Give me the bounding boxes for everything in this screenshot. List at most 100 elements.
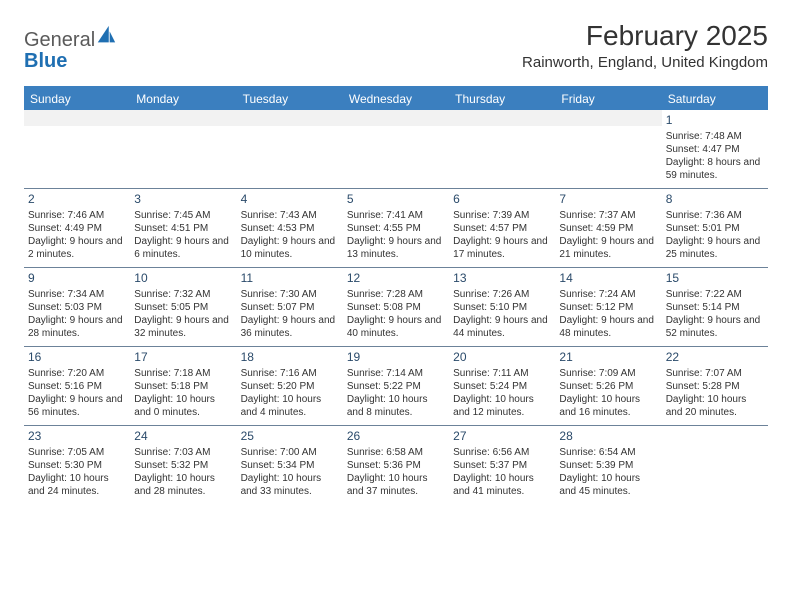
- sunrise-text: Sunrise: 7:03 AM: [134, 446, 232, 459]
- sunrise-text: Sunrise: 7:32 AM: [134, 288, 232, 301]
- empty-cell: [343, 110, 449, 188]
- dow-label: Saturday: [662, 88, 768, 110]
- dow-label: Tuesday: [237, 88, 343, 110]
- day-number: 19: [347, 350, 445, 366]
- sunset-text: Sunset: 5:36 PM: [347, 459, 445, 472]
- day-cell: 21Sunrise: 7:09 AMSunset: 5:26 PMDayligh…: [555, 347, 661, 425]
- day-cell: 25Sunrise: 7:00 AMSunset: 5:34 PMDayligh…: [237, 426, 343, 504]
- day-cell: 15Sunrise: 7:22 AMSunset: 5:14 PMDayligh…: [662, 268, 768, 346]
- sunset-text: Sunset: 5:18 PM: [134, 380, 232, 393]
- day-number: 6: [453, 192, 551, 208]
- daylight-text: Daylight: 9 hours and 21 minutes.: [559, 235, 657, 261]
- sunrise-text: Sunrise: 7:00 AM: [241, 446, 339, 459]
- day-cell: 26Sunrise: 6:58 AMSunset: 5:36 PMDayligh…: [343, 426, 449, 504]
- empty-cell: [662, 426, 768, 504]
- sunset-text: Sunset: 5:32 PM: [134, 459, 232, 472]
- sunrise-text: Sunrise: 7:11 AM: [453, 367, 551, 380]
- dow-label: Wednesday: [343, 88, 449, 110]
- day-cell: 24Sunrise: 7:03 AMSunset: 5:32 PMDayligh…: [130, 426, 236, 504]
- sunrise-text: Sunrise: 7:20 AM: [28, 367, 126, 380]
- daylight-text: Daylight: 9 hours and 2 minutes.: [28, 235, 126, 261]
- sunrise-text: Sunrise: 7:45 AM: [134, 209, 232, 222]
- day-number: 14: [559, 271, 657, 287]
- day-number: 3: [134, 192, 232, 208]
- daylight-text: Daylight: 10 hours and 45 minutes.: [559, 472, 657, 498]
- day-cell: 16Sunrise: 7:20 AMSunset: 5:16 PMDayligh…: [24, 347, 130, 425]
- sunrise-text: Sunrise: 7:09 AM: [559, 367, 657, 380]
- sunrise-text: Sunrise: 7:05 AM: [28, 446, 126, 459]
- empty-cell: [24, 110, 130, 188]
- day-cell: 8Sunrise: 7:36 AMSunset: 5:01 PMDaylight…: [662, 189, 768, 267]
- day-cell: 19Sunrise: 7:14 AMSunset: 5:22 PMDayligh…: [343, 347, 449, 425]
- sunrise-text: Sunrise: 7:28 AM: [347, 288, 445, 301]
- day-cell: 23Sunrise: 7:05 AMSunset: 5:30 PMDayligh…: [24, 426, 130, 504]
- sunset-text: Sunset: 4:59 PM: [559, 222, 657, 235]
- location: Rainworth, England, United Kingdom: [522, 54, 768, 71]
- sunrise-text: Sunrise: 7:07 AM: [666, 367, 764, 380]
- day-cell: 7Sunrise: 7:37 AMSunset: 4:59 PMDaylight…: [555, 189, 661, 267]
- brand-part1: General: [24, 29, 95, 51]
- sunset-text: Sunset: 5:12 PM: [559, 301, 657, 314]
- day-cell: 1Sunrise: 7:48 AMSunset: 4:47 PMDaylight…: [662, 110, 768, 188]
- day-number: 13: [453, 271, 551, 287]
- daylight-text: Daylight: 10 hours and 8 minutes.: [347, 393, 445, 419]
- sunrise-text: Sunrise: 7:34 AM: [28, 288, 126, 301]
- day-cell: 14Sunrise: 7:24 AMSunset: 5:12 PMDayligh…: [555, 268, 661, 346]
- dow-label: Sunday: [24, 88, 130, 110]
- day-number: 16: [28, 350, 126, 366]
- day-number: 25: [241, 429, 339, 445]
- sunset-text: Sunset: 5:07 PM: [241, 301, 339, 314]
- daylight-text: Daylight: 9 hours and 32 minutes.: [134, 314, 232, 340]
- sunset-text: Sunset: 5:05 PM: [134, 301, 232, 314]
- week-row: 16Sunrise: 7:20 AMSunset: 5:16 PMDayligh…: [24, 346, 768, 425]
- day-number: 22: [666, 350, 764, 366]
- day-number: 4: [241, 192, 339, 208]
- day-cell: 28Sunrise: 6:54 AMSunset: 5:39 PMDayligh…: [555, 426, 661, 504]
- sunset-text: Sunset: 5:28 PM: [666, 380, 764, 393]
- sunrise-text: Sunrise: 7:14 AM: [347, 367, 445, 380]
- day-number: 8: [666, 192, 764, 208]
- day-cell: 18Sunrise: 7:16 AMSunset: 5:20 PMDayligh…: [237, 347, 343, 425]
- daylight-text: Daylight: 10 hours and 24 minutes.: [28, 472, 126, 498]
- day-cell: 10Sunrise: 7:32 AMSunset: 5:05 PMDayligh…: [130, 268, 236, 346]
- day-number: 17: [134, 350, 232, 366]
- sunrise-text: Sunrise: 7:41 AM: [347, 209, 445, 222]
- sunset-text: Sunset: 4:53 PM: [241, 222, 339, 235]
- day-number: 26: [347, 429, 445, 445]
- empty-cell: [555, 110, 661, 188]
- daylight-text: Daylight: 10 hours and 0 minutes.: [134, 393, 232, 419]
- weeks-container: 1Sunrise: 7:48 AMSunset: 4:47 PMDaylight…: [24, 110, 768, 504]
- sunrise-text: Sunrise: 7:16 AM: [241, 367, 339, 380]
- day-cell: 17Sunrise: 7:18 AMSunset: 5:18 PMDayligh…: [130, 347, 236, 425]
- sunset-text: Sunset: 5:14 PM: [666, 301, 764, 314]
- sunset-text: Sunset: 4:49 PM: [28, 222, 126, 235]
- day-number: 12: [347, 271, 445, 287]
- day-number: 5: [347, 192, 445, 208]
- sunset-text: Sunset: 5:16 PM: [28, 380, 126, 393]
- sunrise-text: Sunrise: 7:24 AM: [559, 288, 657, 301]
- day-cell: 3Sunrise: 7:45 AMSunset: 4:51 PMDaylight…: [130, 189, 236, 267]
- sunrise-text: Sunrise: 7:37 AM: [559, 209, 657, 222]
- day-number: 11: [241, 271, 339, 287]
- sunrise-text: Sunrise: 7:30 AM: [241, 288, 339, 301]
- day-number: 2: [28, 192, 126, 208]
- daylight-text: Daylight: 8 hours and 59 minutes.: [666, 156, 764, 182]
- sunset-text: Sunset: 5:24 PM: [453, 380, 551, 393]
- daylight-text: Daylight: 9 hours and 56 minutes.: [28, 393, 126, 419]
- daylight-text: Daylight: 9 hours and 17 minutes.: [453, 235, 551, 261]
- sunset-text: Sunset: 5:37 PM: [453, 459, 551, 472]
- daylight-text: Daylight: 10 hours and 16 minutes.: [559, 393, 657, 419]
- calendar: SundayMondayTuesdayWednesdayThursdayFrid…: [24, 86, 768, 504]
- day-cell: 9Sunrise: 7:34 AMSunset: 5:03 PMDaylight…: [24, 268, 130, 346]
- daylight-text: Daylight: 10 hours and 4 minutes.: [241, 393, 339, 419]
- day-cell: 22Sunrise: 7:07 AMSunset: 5:28 PMDayligh…: [662, 347, 768, 425]
- sunset-text: Sunset: 4:51 PM: [134, 222, 232, 235]
- sunset-text: Sunset: 4:47 PM: [666, 143, 764, 156]
- day-cell: 27Sunrise: 6:56 AMSunset: 5:37 PMDayligh…: [449, 426, 555, 504]
- week-row: 23Sunrise: 7:05 AMSunset: 5:30 PMDayligh…: [24, 425, 768, 504]
- sunset-text: Sunset: 5:39 PM: [559, 459, 657, 472]
- day-number: 23: [28, 429, 126, 445]
- sunrise-text: Sunrise: 7:22 AM: [666, 288, 764, 301]
- day-cell: 4Sunrise: 7:43 AMSunset: 4:53 PMDaylight…: [237, 189, 343, 267]
- sunrise-text: Sunrise: 7:18 AM: [134, 367, 232, 380]
